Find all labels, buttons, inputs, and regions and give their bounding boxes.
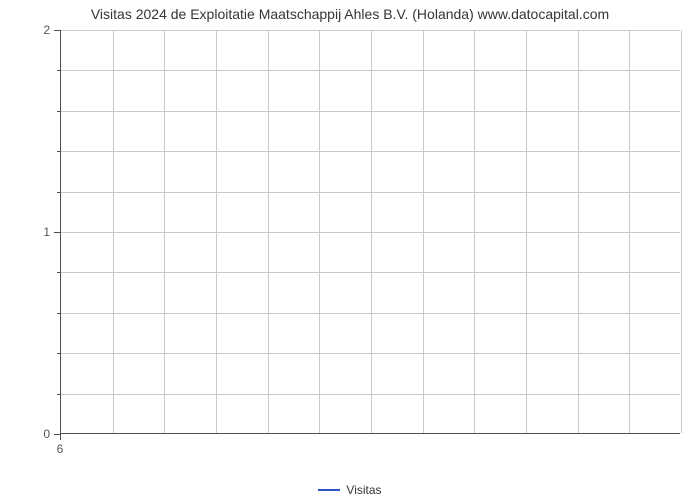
legend: Visitas bbox=[0, 482, 700, 497]
x-axis-label: 6 bbox=[57, 442, 64, 456]
chart-container: Visitas 2024 de Exploitatie Maatschappij… bbox=[0, 0, 700, 500]
x-tick bbox=[60, 434, 61, 440]
y-minor-tick bbox=[57, 272, 60, 273]
grid-line-v bbox=[629, 30, 630, 433]
y-minor-tick bbox=[57, 394, 60, 395]
legend-swatch bbox=[318, 489, 340, 491]
y-minor-tick bbox=[57, 192, 60, 193]
grid-line-v bbox=[423, 30, 424, 433]
y-tick bbox=[54, 232, 60, 233]
y-tick bbox=[54, 30, 60, 31]
y-minor-tick bbox=[57, 353, 60, 354]
y-axis-label: 1 bbox=[20, 225, 50, 239]
chart-title: Visitas 2024 de Exploitatie Maatschappij… bbox=[0, 6, 700, 22]
grid-line-v bbox=[526, 30, 527, 433]
grid-line-v bbox=[113, 30, 114, 433]
grid-line-v bbox=[681, 30, 682, 433]
grid-line-v bbox=[578, 30, 579, 433]
grid-line-v bbox=[268, 30, 269, 433]
grid-line-v bbox=[319, 30, 320, 433]
grid-line-v bbox=[216, 30, 217, 433]
y-minor-tick bbox=[57, 313, 60, 314]
plot-area bbox=[60, 30, 680, 434]
y-axis-label: 2 bbox=[20, 23, 50, 37]
grid-line-v bbox=[371, 30, 372, 433]
y-minor-tick bbox=[57, 151, 60, 152]
y-minor-tick bbox=[57, 70, 60, 71]
grid-line-v bbox=[474, 30, 475, 433]
grid-line-v bbox=[164, 30, 165, 433]
legend-label: Visitas bbox=[346, 483, 381, 497]
y-minor-tick bbox=[57, 111, 60, 112]
y-axis-label: 0 bbox=[20, 427, 50, 441]
